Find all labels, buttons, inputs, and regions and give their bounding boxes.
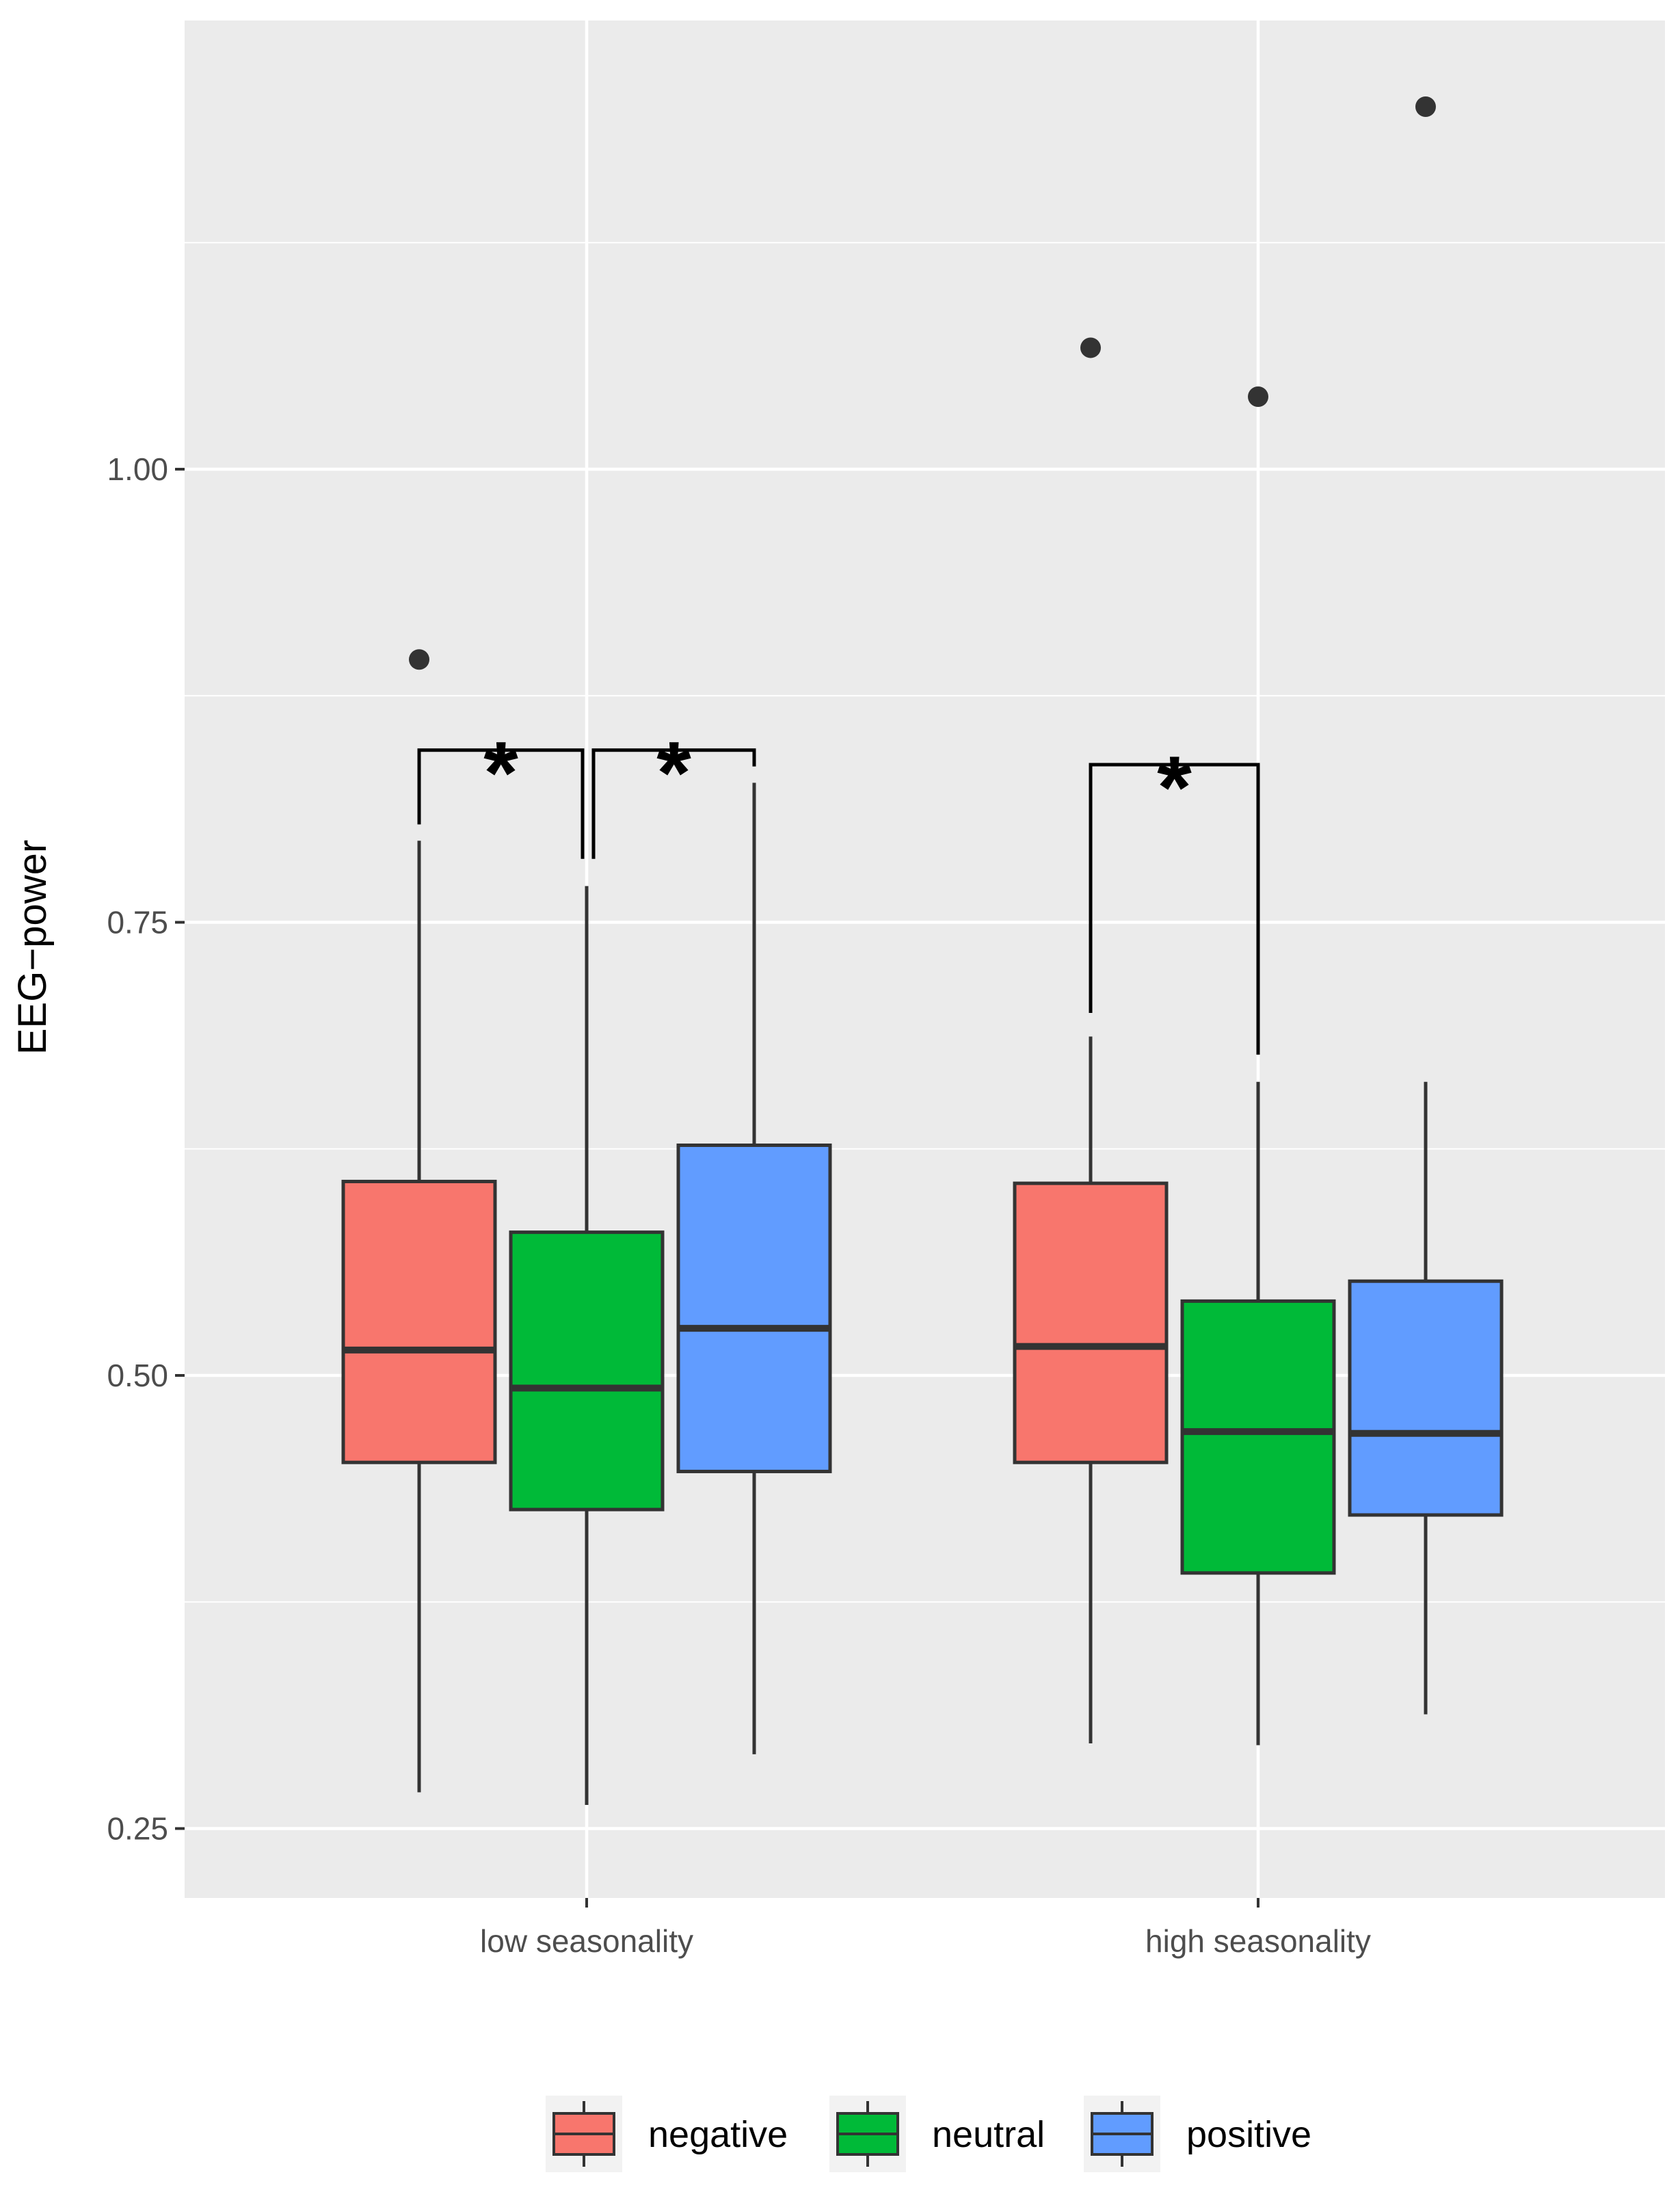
box-iqr <box>1180 1299 1336 1575</box>
outlier-point <box>1248 386 1268 407</box>
legend-item-positive: positive <box>1084 2096 1311 2172</box>
box-neutral-high <box>1180 386 1336 1745</box>
box-positive-low <box>676 782 832 1754</box>
bracket-line <box>417 748 585 859</box>
bracket-line <box>1089 763 1260 1055</box>
significance-bracket: * <box>591 723 756 859</box>
significance-bracket: * <box>1089 737 1260 1055</box>
y-axis: 0.25 0.50 0.75 1.00 <box>107 451 185 1847</box>
legend-label: negative <box>648 2114 788 2155</box>
box-iqr <box>1013 1181 1169 1464</box>
box-iqr <box>1348 1279 1504 1517</box>
outlier-point <box>409 649 429 670</box>
outlier-point <box>1415 96 1436 117</box>
x-tick-label: high seasonality <box>1145 1923 1371 1959</box>
outlier-point <box>1080 337 1101 358</box>
significance-label: * <box>656 723 691 823</box>
box-iqr <box>341 1179 497 1464</box>
significance-layer: * * * <box>417 723 1260 1055</box>
box-negative-high <box>1013 337 1169 1743</box>
x-axis: low seasonality high seasonality <box>480 1898 1371 1959</box>
significance-label: * <box>483 723 518 823</box>
y-tick-label: 0.50 <box>107 1358 168 1393</box>
box-neutral-low <box>509 886 665 1806</box>
box-positive-high <box>1348 96 1504 1715</box>
plot-panel <box>185 21 1665 1898</box>
box-iqr <box>509 1230 665 1512</box>
legend-label: positive <box>1186 2114 1311 2155</box>
minor-gridlines <box>185 241 1665 1603</box>
box-negative-low <box>341 649 497 1793</box>
legend: negative neutral positive <box>546 2096 1311 2172</box>
bracket-line <box>591 748 756 859</box>
legend-item-negative: negative <box>546 2096 788 2172</box>
y-tick-label: 0.75 <box>107 905 168 940</box>
x-tick-label: low seasonality <box>480 1923 693 1959</box>
y-tick-label: 0.25 <box>107 1811 168 1847</box>
legend-item-neutral: neutral <box>829 2096 1045 2172</box>
significance-label: * <box>1157 737 1192 837</box>
y-axis-title: EEG−power <box>10 840 55 1055</box>
y-tick-label: 1.00 <box>107 451 168 487</box>
box-iqr <box>676 1143 832 1473</box>
significance-bracket: * <box>417 723 585 859</box>
legend-label: neutral <box>932 2114 1045 2155</box>
box-layer <box>341 96 1504 1806</box>
